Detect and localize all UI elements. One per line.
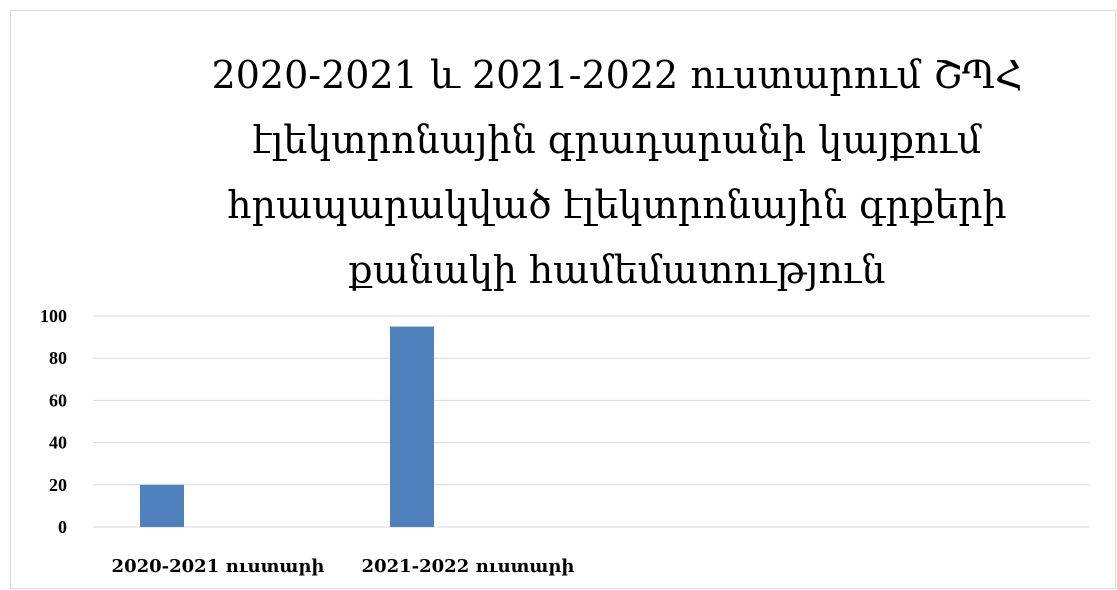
chart-title-line-1: 2020-2021 և 2021-2022 ուստարում ՇՊՀ [212, 53, 1023, 97]
bars [140, 326, 434, 527]
x-axis-categories: 2020-2021 ուստարի 2021-2022 ուստարի [112, 556, 575, 577]
y-tick-label: 60 [49, 390, 67, 410]
y-tick-label: 40 [49, 433, 67, 453]
x-category-label: 2021-2022 ուստարի [362, 556, 575, 577]
y-axis-ticks: 0 20 40 60 80 100 [40, 306, 67, 537]
y-tick-label: 20 [49, 475, 67, 495]
chart-title-line-3: հրապարակված էլեկտրոնային գրքերի [227, 183, 1006, 227]
y-tick-label: 80 [49, 348, 67, 368]
gridlines [93, 315, 1090, 528]
y-tick-label: 100 [40, 306, 67, 326]
chart-title-line-2: էլեկտրոնային գրադարանի կայքում [252, 118, 982, 162]
chart-frame [10, 10, 1116, 589]
y-tick-label: 0 [58, 517, 67, 537]
x-category-label: 2020-2021 ուստարի [112, 556, 325, 577]
chart-title-line-4: քանակի համեմատություն [349, 248, 886, 292]
bar [140, 484, 184, 527]
bar [390, 326, 434, 527]
chart-title: 2020-2021 և 2021-2022 ուստարում ՇՊՀ էլեկ… [212, 53, 1023, 292]
